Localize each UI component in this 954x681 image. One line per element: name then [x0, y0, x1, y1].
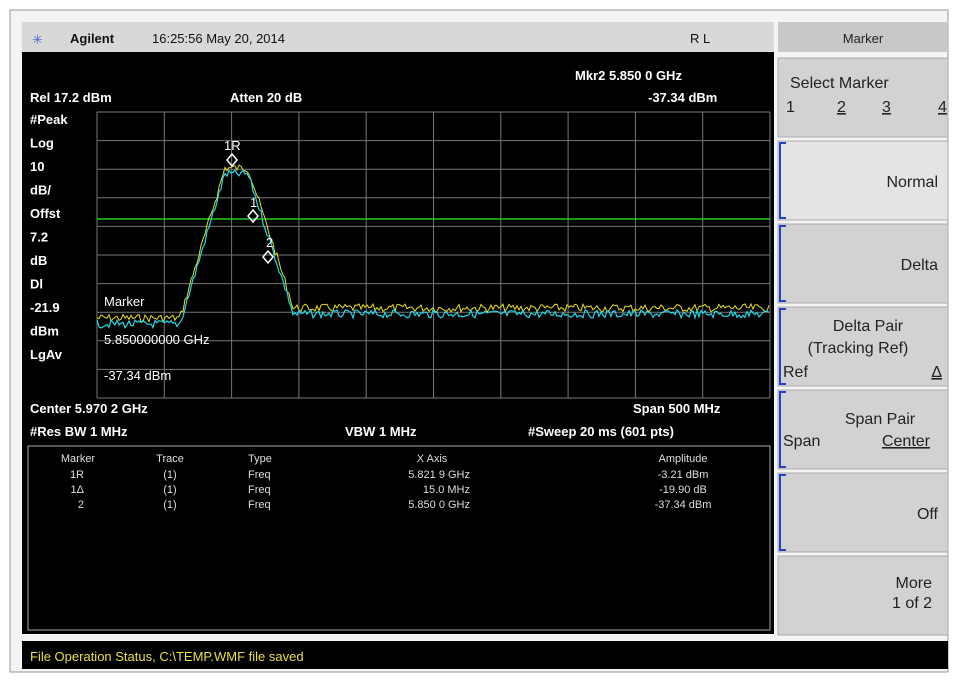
table-cell: (1)	[163, 484, 176, 496]
marker-diamond	[247, 208, 259, 224]
softkey-normal[interactable]	[777, 140, 949, 221]
marker-diamond	[262, 249, 274, 265]
sweep: #Sweep 20 ms (601 pts)	[528, 424, 674, 439]
trace-markers: 1R 1 2	[224, 138, 274, 265]
table-cell: 1Δ	[71, 484, 85, 496]
side-label: #Peak	[30, 112, 68, 127]
overlay-frequency: 5.850000000 GHz	[104, 332, 210, 347]
side-label: Offst	[30, 206, 61, 221]
overlay-amplitude: -37.34 dBm	[104, 368, 171, 383]
table-cell: 5.850 0 GHz	[408, 499, 470, 511]
res-bw: #Res BW 1 MHz	[30, 424, 128, 439]
table-cell: 15.0 MHz	[423, 484, 470, 496]
softkey-span-pair[interactable]	[777, 389, 949, 470]
left-annotations: #Peak Log 10 dB/Offst 7.2 dB Dl -21.9 dBm LgAv	[30, 112, 68, 362]
key-bracket	[779, 474, 786, 551]
column-header: X Axis	[417, 453, 448, 465]
table-cell: Freq	[248, 499, 271, 511]
atten: Atten 20 dB	[230, 90, 302, 105]
softkey-title: Marker	[843, 31, 884, 46]
column-header: Trace	[156, 453, 184, 465]
key-left: Ref	[783, 364, 808, 381]
table-cell: (1)	[163, 499, 176, 511]
key-option[interactable]: 2	[837, 99, 846, 116]
key-label: Off	[917, 506, 939, 523]
key-option[interactable]: 1	[786, 99, 795, 116]
marker-label: 2	[266, 235, 273, 250]
marker-frequency: Mkr2 5.850 0 GHz	[575, 68, 682, 83]
side-label: dBm	[30, 324, 59, 339]
key-label: Select Marker	[790, 75, 889, 92]
side-label: dB	[30, 253, 47, 268]
side-label: LgAv	[30, 347, 63, 362]
trace-max	[96, 164, 770, 324]
trace-avg	[96, 168, 770, 329]
side-label: 7.2	[30, 230, 48, 245]
key-left: Span	[783, 433, 820, 450]
softkeys: Select Marker 1 2 3 4 Normal Delta Delta Pair (T…	[777, 57, 949, 636]
column-header: Marker	[61, 453, 96, 465]
key-label: Normal	[886, 174, 938, 191]
key-label: Delta	[901, 257, 938, 274]
key-sub: 1 of 2	[892, 595, 932, 612]
side-label: -21.9	[30, 300, 60, 315]
key-option[interactable]: 3	[882, 99, 891, 116]
timestamp: 16:25:56 May 20, 2014	[152, 31, 285, 46]
status-text: File Operation Status, C:\TEMP.WMF file …	[30, 649, 304, 664]
brand: Agilent	[70, 31, 115, 46]
status-bar	[22, 641, 948, 669]
center: Center 5.970 2 GHz	[30, 401, 148, 416]
table-cell: -19.90 dB	[659, 484, 707, 496]
key-bracket	[779, 142, 786, 219]
marker-diamond	[226, 152, 238, 168]
ref-level: Rel 17.2 dBm	[30, 90, 112, 105]
mode: R L	[690, 31, 710, 46]
softkey-more[interactable]	[777, 555, 949, 636]
column-header: Amplitude	[659, 453, 708, 465]
side-label: dB/	[30, 183, 51, 198]
softkey-delta-pair[interactable]	[777, 306, 949, 387]
header-bar	[22, 22, 774, 52]
graticule	[96, 111, 771, 399]
table-cell: -37.34 dBm	[655, 499, 712, 511]
table-cell: Freq	[248, 469, 271, 481]
marker-table-box	[27, 445, 771, 631]
key-option[interactable]: 4	[938, 99, 947, 116]
table-cell: Freq	[248, 484, 271, 496]
key-right: Center	[882, 433, 931, 450]
marker-amplitude: -37.34 dBm	[648, 90, 717, 105]
span: Span 500 MHz	[633, 401, 721, 416]
vbw: VBW 1 MHz	[345, 424, 417, 439]
key-label: More	[896, 575, 933, 592]
key-label: Span Pair	[845, 411, 916, 428]
table-cell: -3.21 dBm	[658, 469, 709, 481]
marker-table: Marker Trace Type X Axis Amplitude 1R (1) Freq 5…	[61, 453, 712, 511]
table-cell: 1R	[70, 469, 84, 481]
key-bracket	[779, 225, 786, 302]
key-sub: (Tracking Ref)	[808, 340, 909, 357]
softkey-select-marker[interactable]	[777, 57, 949, 138]
table-cell: 2	[78, 499, 84, 511]
softkey-delta[interactable]	[777, 223, 949, 304]
overlay-title: Marker	[104, 294, 145, 309]
table-cell: (1)	[163, 469, 176, 481]
softkey-title-bar	[778, 22, 948, 52]
marker-label: 1	[250, 195, 257, 210]
side-label: 10	[30, 159, 44, 174]
key-label: Delta Pair	[833, 318, 904, 335]
logo: ✳	[32, 32, 43, 47]
marker-label: 1R	[224, 138, 241, 153]
column-header: Type	[248, 453, 272, 465]
display	[22, 52, 774, 634]
key-bracket	[779, 391, 786, 468]
key-bracket	[779, 308, 786, 385]
softkey-off[interactable]	[777, 472, 949, 553]
side-label: Log	[30, 136, 54, 151]
side-label: Dl	[30, 277, 43, 292]
table-cell: 5.821 9 GHz	[408, 469, 470, 481]
key-right: Δ	[931, 364, 942, 381]
